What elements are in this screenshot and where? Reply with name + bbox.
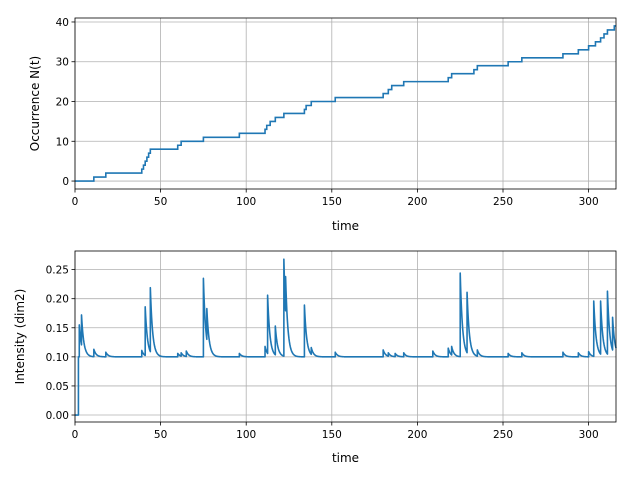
intensity-xtick-label: 100 [236, 429, 256, 441]
occurrence-ytick-label: 10 [56, 136, 69, 148]
occurrence-xlabel: time [332, 219, 359, 233]
occurrence-ytick-label: 20 [56, 97, 69, 109]
intensity-xtick-label: 50 [154, 429, 167, 441]
occurrence-panel: 0 50 100 150 200 250 300 0 10 20 30 40 time Occurre… [28, 17, 617, 233]
occurrence-ytick-label: 40 [56, 17, 69, 29]
occurrence-xtick-label: 150 [322, 196, 342, 208]
occurrence-xtick-label: 50 [154, 196, 167, 208]
occurrence-axes-frame [74, 17, 617, 190]
occurrence-xtick-label: 100 [236, 196, 256, 208]
intensity-ytick-label: 0.15 [46, 323, 69, 335]
intensity-xlabel: time [332, 451, 359, 465]
occurrence-xtick-label: 300 [579, 196, 599, 208]
intensity-ytick-label: 0.00 [46, 410, 69, 422]
intensity-ytick-label: 0.05 [46, 381, 69, 393]
intensity-line [75, 258, 617, 416]
intensity-xtick-label: 150 [322, 429, 342, 441]
intensity-xtick-label: 0 [72, 429, 79, 441]
occurrence-ticks: 0 50 100 150 200 250 300 0 10 20 30 40 [56, 17, 599, 208]
intensity-ytick-label: 0.10 [46, 352, 69, 364]
intensity-ticks: 0 50 100 150 200 250 300 0.00 0.05 0.10 0.15 0.20 0.… [46, 265, 599, 441]
occurrence-ylabel: Occurrence N(t) [28, 56, 42, 151]
intensity-ylabel: Intensity (dim2) [13, 289, 27, 385]
occurrence-ytick-label: 30 [56, 57, 69, 69]
intensity-panel: 0 50 100 150 200 250 300 0.00 0.05 0.10 0.15 0.20 0.… [13, 250, 617, 465]
intensity-xtick-label: 300 [579, 429, 599, 441]
intensity-grid [74, 251, 616, 422]
intensity-ytick-label: 0.25 [46, 265, 69, 277]
occurrence-xtick-label: 200 [407, 196, 427, 208]
occurrence-ytick-label: 0 [62, 176, 69, 188]
intensity-xtick-label: 250 [493, 429, 513, 441]
occurrence-xtick-label: 250 [493, 196, 513, 208]
intensity-ytick-label: 0.20 [46, 294, 69, 306]
occurrence-xtick-label: 0 [72, 196, 79, 208]
occurrence-step-line [75, 25, 616, 182]
intensity-xtick-label: 200 [407, 429, 427, 441]
intensity-axes-frame [74, 250, 617, 423]
occurrence-grid [74, 18, 616, 189]
